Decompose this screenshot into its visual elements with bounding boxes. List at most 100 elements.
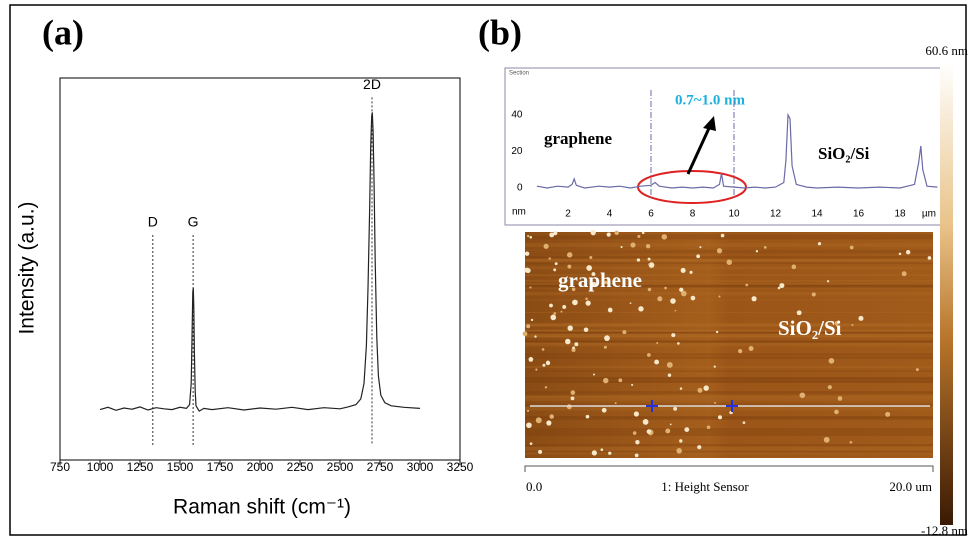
afm-speckle	[591, 272, 596, 276]
afm-speckle	[648, 262, 655, 268]
afm-speckle	[560, 310, 563, 313]
afm-stripe	[525, 331, 933, 334]
afm-stripe	[525, 323, 933, 327]
afm-speckle	[665, 428, 671, 434]
x-tick-label: 18	[894, 209, 906, 220]
afm-speckle	[631, 383, 634, 386]
afm-speckle	[634, 453, 639, 458]
afm-stripe	[525, 249, 933, 254]
annotation: SiO₂/Si	[818, 144, 870, 163]
afm-stripe	[525, 451, 933, 455]
panel-label: (a)	[42, 12, 84, 52]
afm-speckle	[898, 252, 902, 256]
afm-speckle	[553, 312, 557, 315]
afm-speckle	[720, 233, 725, 238]
y-unit: nm	[512, 207, 526, 218]
afm-speckle	[699, 246, 702, 249]
x-tick-label: 10	[728, 209, 740, 220]
afm-speckle	[745, 283, 749, 287]
afm-speckle	[677, 342, 680, 345]
afm-speckle	[566, 252, 573, 258]
y-tick-label: 40	[511, 110, 523, 121]
afm-speckle	[828, 358, 835, 364]
afm-speckle	[697, 387, 703, 393]
peak-label: G	[188, 214, 199, 230]
afm-speckle	[684, 427, 690, 433]
afm-stripe	[525, 342, 933, 345]
afm-stripe	[525, 333, 933, 337]
afm-speckle	[549, 232, 555, 238]
afm-speckle	[620, 245, 623, 249]
afm-speckle	[604, 335, 610, 342]
x-tick-label: 1750	[207, 460, 234, 474]
afm-stripe	[525, 323, 933, 326]
afm-speckle	[607, 307, 613, 313]
afm-speckle	[636, 258, 641, 262]
afm-speckle	[562, 305, 567, 309]
afm-stripe	[525, 446, 933, 451]
afm-speckle	[667, 373, 672, 377]
afm-stripe	[525, 365, 933, 369]
afm-speckle	[858, 315, 864, 321]
afm-stripe	[525, 286, 933, 289]
x-tick-label: 2000	[247, 460, 274, 474]
x-tick-label: 16	[853, 209, 865, 220]
scale-label: 0.0	[526, 479, 542, 494]
afm-speckle	[529, 442, 533, 446]
afm-stripe	[525, 391, 933, 395]
x-axis-label: Raman shift (cm⁻¹)	[173, 496, 351, 519]
afm-speckle	[706, 425, 711, 430]
afm-speckle	[796, 310, 802, 316]
afm-speckle	[589, 255, 593, 259]
afm-speckle	[566, 404, 572, 410]
afm-stripe	[525, 233, 933, 238]
afm-speckle	[849, 245, 854, 250]
afm-speckle	[570, 390, 576, 395]
afm-stripe	[525, 376, 933, 379]
afm-label: SiO₂/Si	[778, 316, 842, 340]
afm-speckle	[791, 264, 797, 270]
afm-speckle	[826, 280, 830, 283]
afm-stripe	[525, 340, 933, 344]
afm-stripe	[525, 395, 933, 398]
x-tick-label: 4	[607, 209, 613, 220]
afm-speckle	[763, 246, 767, 249]
x-tick-label: 2750	[367, 460, 394, 474]
afm-speckle	[567, 264, 572, 269]
afm-stripe	[525, 444, 933, 447]
afm-stripe	[525, 283, 933, 286]
afm-speckle	[618, 378, 623, 383]
afm-stripe	[525, 237, 933, 240]
afm-speckle	[664, 286, 667, 290]
afm-stripe	[525, 299, 933, 301]
scale-label: 20.0 um	[889, 479, 932, 494]
afm-speckle	[527, 410, 529, 412]
afm-speckle	[603, 345, 607, 349]
afm-stripe	[525, 381, 933, 383]
colorbar-label: 60.6 nm	[925, 43, 968, 58]
afm-stripe	[525, 340, 933, 342]
afm-stripe	[525, 250, 933, 252]
x-tick-label: 8	[690, 209, 696, 220]
afm-speckle	[905, 250, 911, 255]
afm-speckle	[549, 303, 553, 308]
afm-stripe	[525, 416, 933, 420]
colorbar-label: -12.8 nm	[921, 523, 968, 538]
afm-speckle	[751, 296, 757, 302]
afm-speckle	[553, 268, 557, 272]
annotation: graphene	[544, 129, 612, 148]
afm-speckle	[657, 296, 663, 302]
afm-speckle	[817, 242, 822, 246]
afm-speckle	[671, 333, 676, 338]
afm-stripe	[525, 324, 933, 327]
afm-speckle	[715, 330, 719, 334]
afm-speckle	[542, 363, 546, 367]
afm-speckle	[716, 248, 723, 254]
x-tick-label: 2	[565, 209, 571, 220]
afm-speckle	[647, 353, 651, 357]
afm-speckle	[549, 414, 554, 419]
afm-speckle	[849, 441, 853, 444]
afm-speckle	[635, 440, 640, 445]
afm-speckle	[777, 286, 781, 290]
afm-speckle	[714, 401, 717, 404]
